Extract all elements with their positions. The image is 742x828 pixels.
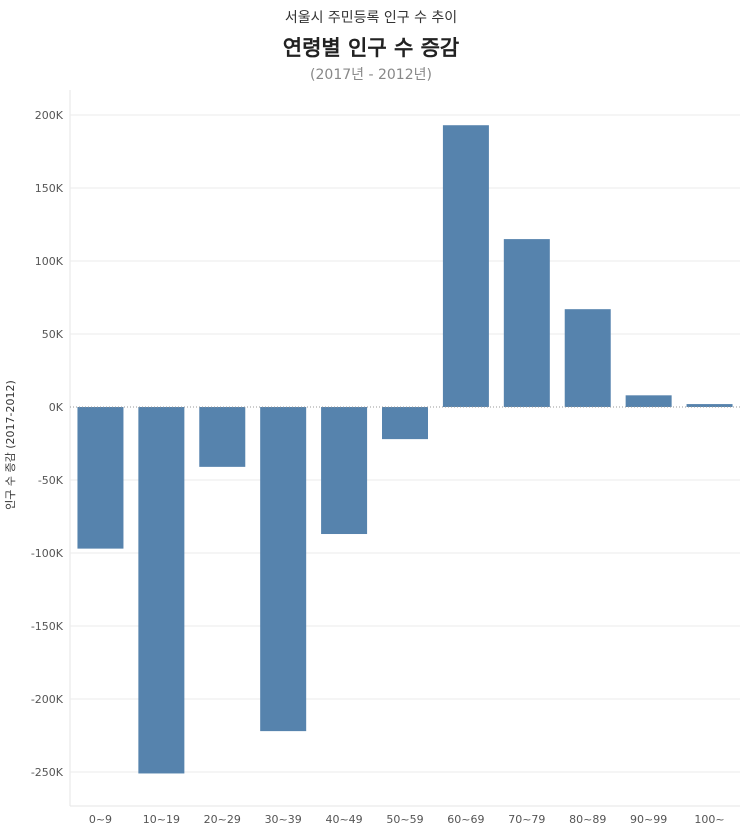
x-tick-label: 50~59 [386,813,423,826]
chart-subtitle: (2017년 - 2012년) [310,67,432,83]
y-tick-label: -150K [31,620,64,633]
x-tick-label: 70~79 [508,813,545,826]
y-tick-label: 150K [35,182,64,195]
chart-title: 연령별 인구 수 증감 [282,36,460,60]
y-tick-label: 100K [35,255,64,268]
bar [138,407,185,774]
bar [442,125,489,407]
x-tick-label: 100~ [694,813,724,826]
x-tick-label: 40~49 [325,813,362,826]
bar [625,395,672,407]
x-tick-label: 20~29 [204,813,241,826]
x-tick-label: 80~89 [569,813,606,826]
bar [382,407,428,440]
y-tick-label: -100K [31,547,64,560]
y-tick-label: 50K [42,328,64,341]
x-tick-label: 10~19 [143,813,180,826]
y-tick-label: -50K [38,474,64,487]
y-tick-label: -250K [31,766,64,779]
y-tick-label: 0K [49,401,64,414]
bar [321,407,368,535]
bar [77,407,124,549]
bar [199,407,246,467]
x-tick-label: 0~9 [89,813,112,826]
chart-supertitle: 서울시 주민등록 인구 수 추이 [284,10,458,26]
x-tick-label: 30~39 [265,813,302,826]
bar [564,309,611,407]
bar [260,407,307,732]
y-tick-label: -200K [31,693,64,706]
bar [503,239,550,407]
y-tick-label: 200K [35,109,64,122]
bar [686,404,733,407]
x-tick-label: 60~69 [447,813,484,826]
x-tick-label: 90~99 [630,813,667,826]
